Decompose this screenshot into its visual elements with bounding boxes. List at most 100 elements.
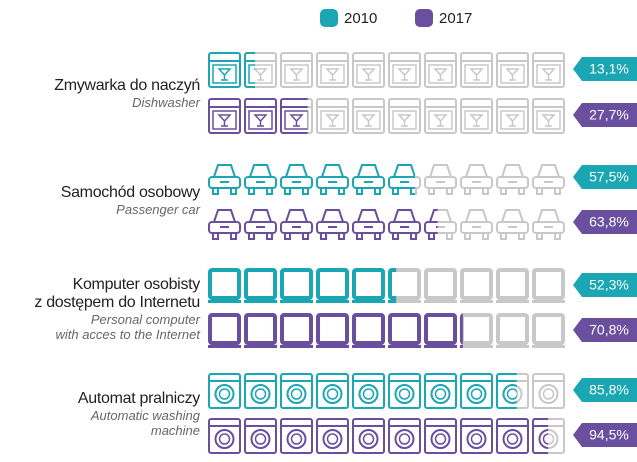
- icon-part: [464, 226, 489, 240]
- icon-part: [361, 68, 376, 81]
- icon-part: [460, 313, 463, 345]
- icon-part: [254, 433, 267, 445]
- icon-part: [249, 209, 272, 223]
- value-label: 52,3%: [589, 277, 629, 293]
- icon-part: [433, 114, 448, 127]
- category-label: Komputer osobisty z dostępem do Internet…: [34, 275, 200, 311]
- icon-part: [280, 373, 313, 409]
- icon-part: [358, 384, 379, 404]
- icon-part: [356, 181, 381, 195]
- icon-part: [248, 226, 273, 240]
- icon-part: [388, 176, 415, 189]
- icon-part: [496, 313, 529, 345]
- icon-part: [212, 226, 237, 240]
- icon-part: [424, 418, 457, 454]
- icon-part: [532, 300, 565, 303]
- icon-part: [352, 268, 385, 300]
- icon-part: [541, 68, 556, 81]
- icon-part: [397, 114, 412, 127]
- icon-part: [460, 300, 493, 303]
- icon-part: [392, 110, 417, 130]
- icon-part: [462, 270, 491, 298]
- icon-part: [357, 209, 380, 223]
- icon-part: [424, 373, 457, 409]
- icon-part: [290, 388, 303, 400]
- icon-part: [397, 68, 412, 81]
- icon-part: [465, 164, 488, 178]
- icon-part: [536, 64, 561, 84]
- value-tag: [573, 103, 637, 127]
- icon-part: [290, 433, 303, 445]
- icon-part: [536, 181, 561, 195]
- icon-part: [316, 313, 349, 345]
- icon-part: [424, 98, 457, 134]
- icon-part: [280, 176, 313, 189]
- value-label: 57,5%: [589, 169, 629, 185]
- icon-part: [357, 164, 380, 178]
- icon-part: [426, 270, 455, 298]
- icon-part: [392, 64, 417, 84]
- icon-part: [289, 114, 304, 127]
- icon-part: [501, 164, 524, 178]
- icon-part: [213, 164, 236, 178]
- icon-part: [208, 98, 241, 134]
- icon-part: [213, 209, 236, 223]
- icon-part: [254, 388, 267, 400]
- icon-part: [465, 209, 488, 223]
- icon-part: [352, 176, 385, 189]
- icon-part: [537, 209, 560, 223]
- category-label: Samochód osobowy: [60, 184, 201, 201]
- icons-filled: [208, 373, 517, 409]
- category-label-en: Passenger car: [116, 202, 200, 217]
- icons-background: [208, 52, 565, 88]
- category-label-en: Dishwasher: [132, 94, 200, 110]
- icon-part: [430, 384, 451, 404]
- icon-part: [321, 209, 344, 223]
- icon-part: [316, 418, 349, 454]
- icon-part: [253, 68, 268, 81]
- icon-part: [496, 418, 529, 454]
- icon-part: [428, 64, 453, 84]
- icon-part: [244, 221, 277, 234]
- icon-part: [388, 300, 397, 303]
- icon-part: [388, 345, 421, 348]
- icon-part: [316, 300, 349, 303]
- icon-part: [361, 114, 376, 127]
- icon-part: [325, 68, 340, 81]
- icon-part: [212, 64, 237, 84]
- icon-part: [532, 418, 549, 454]
- icon-part: [424, 221, 438, 234]
- icon-part: [286, 429, 307, 449]
- icon-part: [212, 181, 237, 195]
- icon-part: [320, 64, 345, 84]
- icon-bg: [388, 268, 397, 304]
- icon-part: [505, 68, 520, 81]
- icon-part: [388, 268, 397, 300]
- icon-part: [358, 429, 379, 449]
- icon-part: [466, 384, 487, 404]
- value-label: 70,8%: [589, 322, 629, 338]
- icon-part: [506, 433, 519, 445]
- icon-part: [388, 418, 421, 454]
- icon-part: [500, 110, 525, 130]
- icon-part: [434, 388, 447, 400]
- icon-part: [208, 176, 241, 189]
- icon-part: [356, 226, 381, 240]
- icons-filled: [208, 418, 549, 454]
- icon-part: [244, 52, 256, 88]
- icon-part: [466, 429, 487, 449]
- icon-part: [214, 429, 235, 449]
- icon-part: [532, 98, 565, 134]
- icon-part: [217, 68, 232, 81]
- icon-part: [248, 110, 273, 130]
- icon-part: [214, 384, 235, 404]
- icon-part: [388, 98, 421, 134]
- icon-part: [316, 268, 349, 300]
- icon-part: [352, 300, 385, 303]
- icon-part: [316, 221, 349, 234]
- icon-part: [469, 68, 484, 81]
- icon-part: [470, 433, 483, 445]
- legend-swatch: [415, 9, 433, 27]
- icon-part: [352, 52, 385, 88]
- icon-part: [326, 388, 339, 400]
